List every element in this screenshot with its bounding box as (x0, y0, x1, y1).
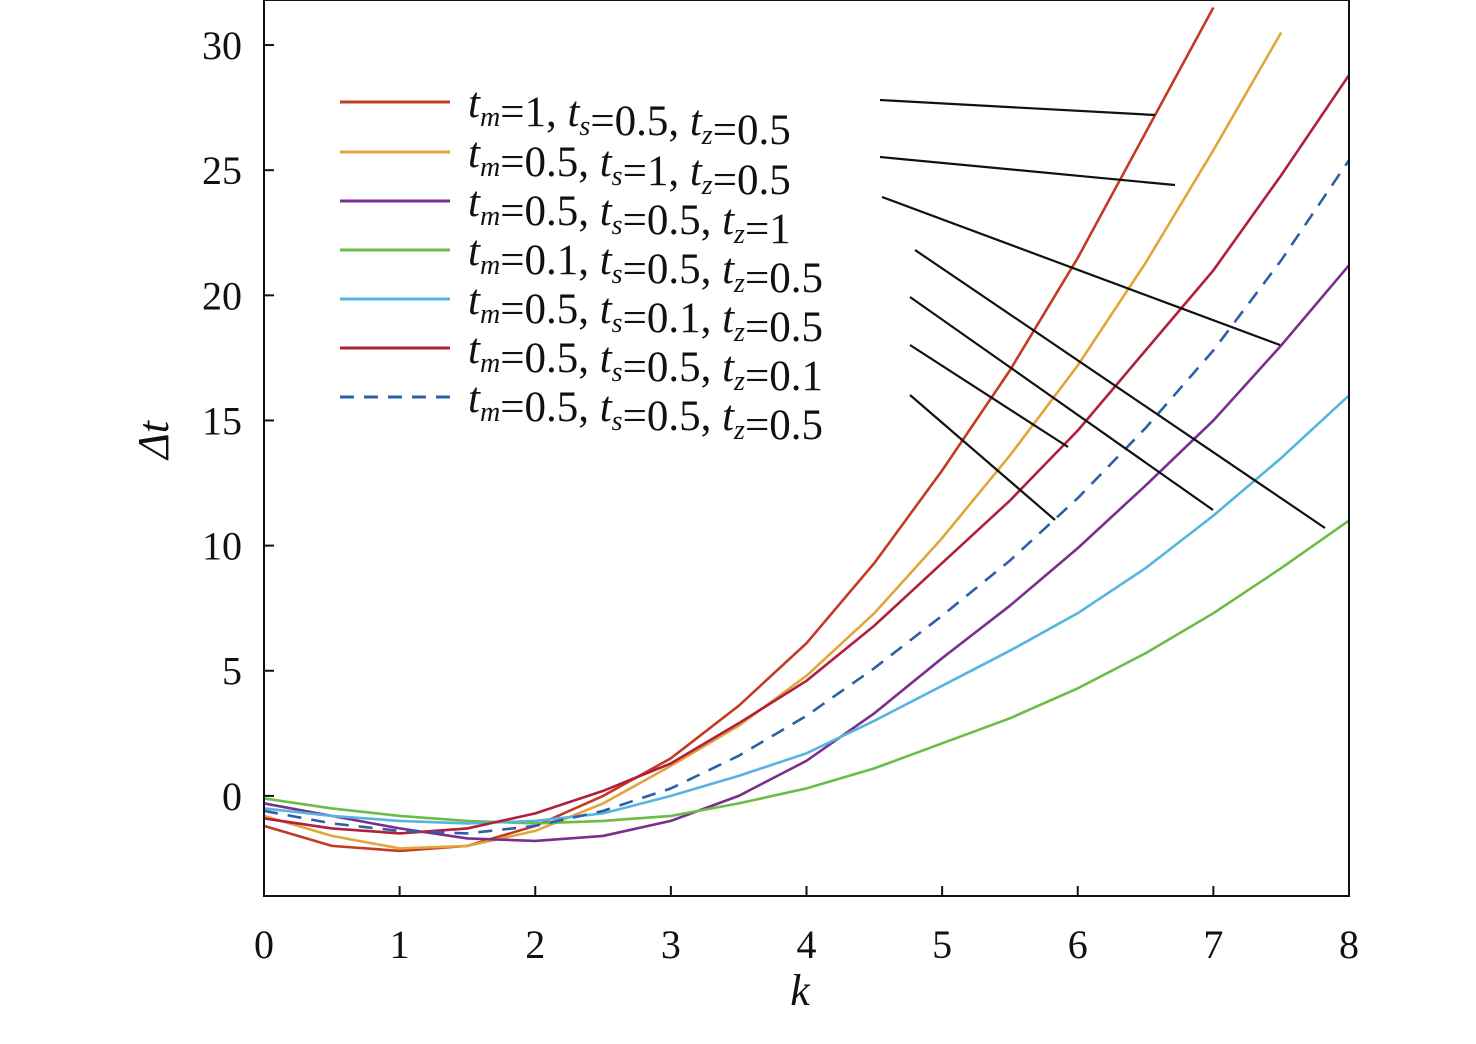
legend-label: tm=0.1, ts=0.5, tz=0.5 (468, 228, 823, 302)
x-axis-label: k (790, 966, 811, 1015)
legend-label: tm=1, ts=0.5, tz=0.5 (468, 80, 791, 154)
series-line (264, 519, 1349, 825)
y-tick-label: 25 (202, 148, 242, 193)
leader-line (909, 344, 1069, 448)
y-axis-label: Δt (129, 419, 178, 461)
series-line (264, 74, 1349, 835)
x-tick-label: 8 (1339, 922, 1359, 967)
leader-line (914, 249, 1326, 529)
y-tick-label: 30 (202, 23, 242, 68)
x-tick-label: 7 (1203, 922, 1223, 967)
y-tick-label: 0 (222, 774, 242, 819)
series-line (264, 394, 1349, 825)
plot-area (264, 6, 1349, 853)
x-tick-label: 2 (525, 922, 545, 967)
legend-label: tm=0.5, ts=0.1, tz=0.5 (468, 277, 823, 351)
leader-line (879, 98, 1156, 117)
x-tick-label: 0 (254, 922, 274, 967)
leader-line (879, 155, 1176, 187)
legend-label: tm=0.5, ts=1, tz=0.5 (468, 130, 791, 204)
series-line (264, 264, 1349, 843)
x-tick-label: 4 (797, 922, 817, 967)
leader-line (881, 195, 1281, 347)
x-tick-label: 1 (390, 922, 410, 967)
legend-label: tm=0.5, ts=0.5, tz=0.1 (468, 326, 823, 400)
legend-label: tm=0.5, ts=0.5, tz=1 (468, 179, 791, 253)
leader-line (909, 394, 1056, 521)
leader-line (909, 296, 1214, 511)
x-tick-label: 6 (1068, 922, 1088, 967)
y-tick-label: 5 (222, 649, 242, 694)
x-tick-label: 5 (932, 922, 952, 967)
plot-frame (263, 0, 1350, 897)
legend-label: tm=0.5, ts=0.5, tz=0.5 (468, 375, 823, 449)
y-tick-label: 10 (202, 524, 242, 569)
y-tick-label: 15 (202, 398, 242, 443)
y-tick-label: 20 (202, 273, 242, 318)
x-tick-label: 3 (661, 922, 681, 967)
series-line (264, 6, 1215, 853)
